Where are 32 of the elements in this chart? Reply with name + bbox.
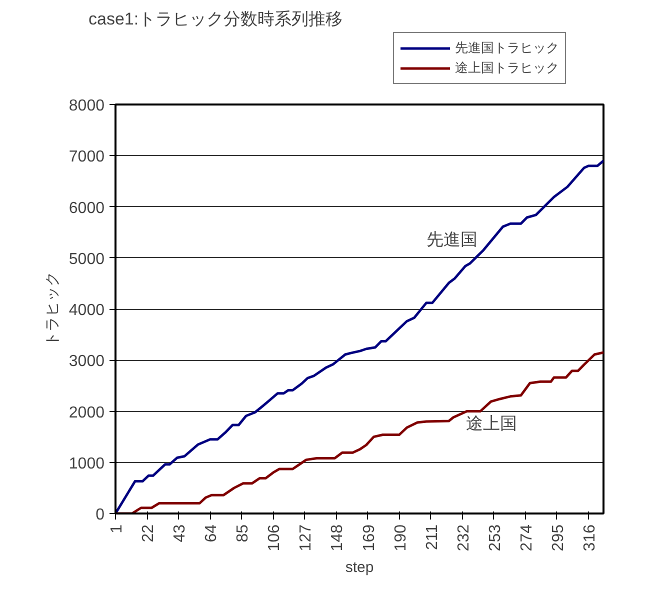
x-tick-label: 232 bbox=[455, 524, 472, 552]
x-tick-label: 316 bbox=[581, 524, 598, 552]
y-tick-label: 7000 bbox=[68, 148, 105, 166]
x-tick-label: 1 bbox=[108, 524, 126, 534]
x-tick-label: 127 bbox=[298, 524, 315, 552]
y-axis-title: トラヒック bbox=[44, 272, 61, 346]
x-tick-label: 253 bbox=[486, 524, 504, 552]
x-tick-label: 190 bbox=[392, 524, 410, 552]
y-tick-label: 3000 bbox=[68, 353, 105, 370]
x-tick-label: 64 bbox=[203, 524, 220, 542]
annotation: 先進国 bbox=[426, 230, 478, 249]
y-tick-label: 1000 bbox=[68, 455, 105, 472]
annotation: 途上国 bbox=[466, 414, 517, 434]
legend-label: 途上国トラヒック bbox=[455, 59, 559, 77]
y-tick-label: 4000 bbox=[68, 302, 105, 319]
x-tick-label: 22 bbox=[140, 524, 158, 542]
y-tick-label: 8000 bbox=[68, 98, 105, 114]
chart-title: case1:トラヒック分数時系列推移 bbox=[88, 10, 343, 28]
x-tick-label: 169 bbox=[360, 524, 378, 552]
x-tick-label: 106 bbox=[266, 524, 284, 552]
x-tick-label: 211 bbox=[424, 524, 441, 550]
x-tick-label: 85 bbox=[234, 524, 252, 542]
x-tick-label: 43 bbox=[172, 524, 189, 542]
y-tick-label: 5000 bbox=[68, 250, 105, 268]
legend-label: 先進国トラヒック bbox=[455, 39, 559, 57]
x-axis-title: step bbox=[345, 559, 374, 576]
y-tick-label: 2000 bbox=[68, 404, 105, 422]
y-tick-label: 6000 bbox=[68, 200, 105, 217]
x-tick-label: 295 bbox=[550, 524, 567, 552]
x-tick-label: 148 bbox=[329, 524, 346, 552]
y-tick-label: 0 bbox=[96, 506, 105, 524]
x-tick-label: 274 bbox=[518, 524, 536, 552]
